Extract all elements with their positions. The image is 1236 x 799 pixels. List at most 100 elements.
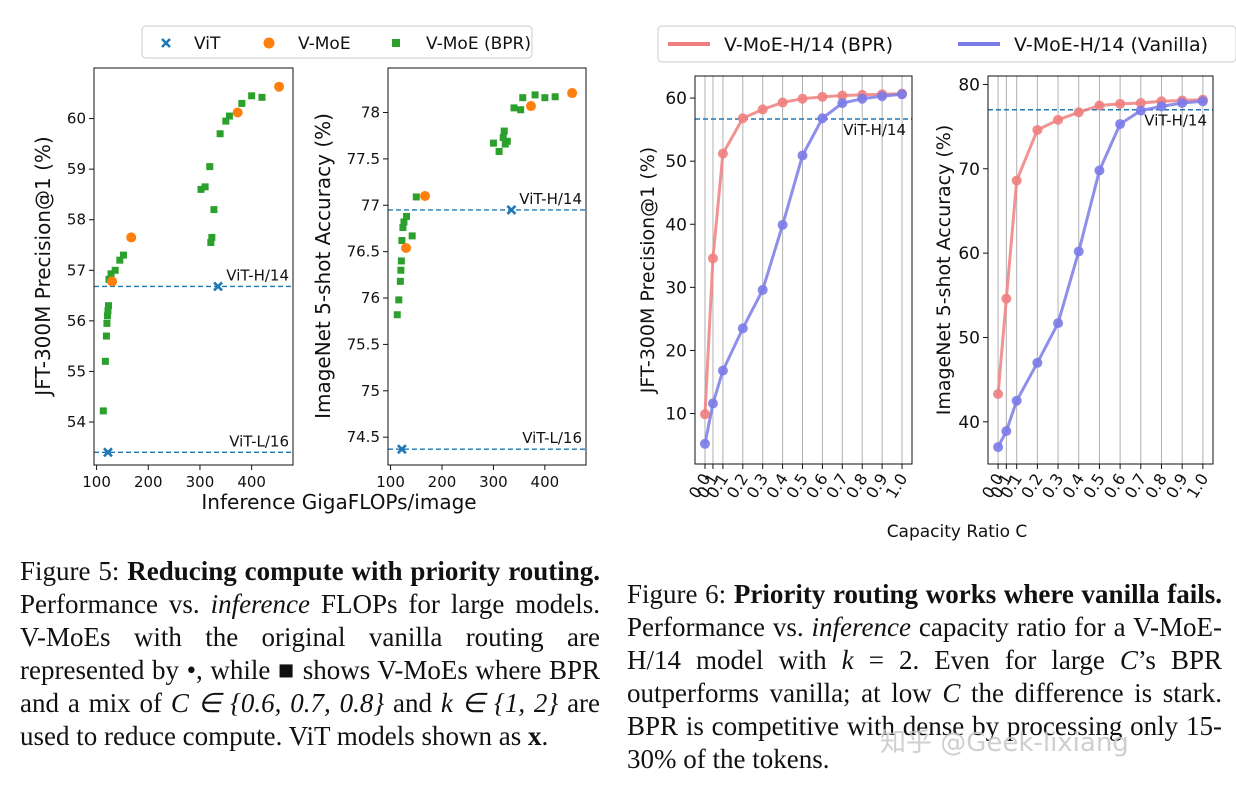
series-line-1 <box>703 92 903 445</box>
y-tick-label-4: 50 <box>665 152 687 172</box>
bpr-point-1 <box>101 357 109 365</box>
series-1-point-4 <box>1053 318 1064 329</box>
fig5-text-2: FLOPs for large models. V-MoEs with the … <box>20 589 600 718</box>
bpr-point-23 <box>258 93 266 101</box>
legend-vanilla-label: V-MoE-H/14 (Vanilla) <box>1014 34 1208 56</box>
y-tick-label-4: 58 <box>67 211 86 229</box>
vmoe-point-2 <box>232 107 243 118</box>
y-tick-label-5: 77 <box>361 196 380 214</box>
series-0-point-0 <box>993 388 1004 399</box>
series-1-point-6 <box>1094 165 1105 176</box>
y-tick-label-3: 57 <box>67 261 86 279</box>
series-0-point-0 <box>699 409 710 420</box>
bpr-point-9 <box>408 232 416 240</box>
bpr-point-7 <box>400 218 408 226</box>
axes-frame <box>387 67 587 466</box>
fig5-italic: inference <box>210 589 311 619</box>
plot-imagenet-flops: ViT-H/14 ViT-L/16 100 200 300 400 74.5 75 75.5 76… <box>311 67 587 491</box>
bpr-point-17 <box>510 104 518 112</box>
vmoe-point-2 <box>525 101 536 112</box>
series-0-point-4 <box>1053 114 1064 125</box>
fig6-text-4: ’s BPR outperforms vanilla; at low <box>627 645 1223 708</box>
bpr-point-11 <box>119 251 127 259</box>
bpr-point-14 <box>206 163 214 171</box>
vmoe-point-1 <box>420 191 431 202</box>
figure-5-caption: Figure 5: Reducing compute with priority… <box>20 555 600 753</box>
figure-canvas: ViT V-MoE V-MoE (BPR) V-MoE-H/14 (BPR) V… <box>31 25 1236 542</box>
fig6-label: Figure 6: <box>627 579 727 609</box>
legend-left: ViT V-MoE V-MoE (BPR) <box>141 25 533 59</box>
bpr-point-22 <box>248 92 256 100</box>
series-1-point-10 <box>877 91 888 102</box>
series-line-0 <box>703 92 903 415</box>
series-0-point-6 <box>1094 100 1105 111</box>
bpr-point-5 <box>104 307 112 315</box>
fig5-text-3: and <box>392 688 432 718</box>
y-tick-label-4: 80 <box>958 75 980 95</box>
series-1-point-7 <box>817 113 828 124</box>
bpr-point-11 <box>489 139 497 147</box>
bpr-point-6 <box>104 302 112 310</box>
legend-vmoe-bpr-marker <box>392 39 400 47</box>
series-1-point-3 <box>1032 357 1043 368</box>
vmoe-point-3 <box>567 88 578 99</box>
bpr-point-20 <box>225 112 233 120</box>
x-tick-label-1: 200 <box>428 473 457 491</box>
series-1-point-5 <box>1073 246 1084 257</box>
x-tick-label-1: 200 <box>134 473 163 491</box>
bpr-point-18 <box>517 106 525 114</box>
bpr-point-2 <box>396 277 404 285</box>
axes-frame <box>93 67 294 466</box>
series-1-point-3 <box>737 323 748 334</box>
legend-right: V-MoE-H/14 (BPR) V-MoE-H/14 (Vanilla) <box>657 25 1236 63</box>
series-0-point-8 <box>1135 97 1146 108</box>
figure-6-caption: Figure 6: Priority routing works where v… <box>627 578 1222 776</box>
fig6-text-3: = 2. Even for large <box>868 645 1105 675</box>
y-tick-label-2: 56 <box>67 312 86 330</box>
x-tick-label-2: 300 <box>186 473 215 491</box>
y-tick-label-3: 40 <box>665 215 687 235</box>
series-1-point-7 <box>1115 119 1126 130</box>
bpr-point-17 <box>210 206 218 214</box>
bpr-point-8 <box>107 270 115 278</box>
y-axis-label: JFT-300M Precision@1 (%) <box>31 136 55 397</box>
series-1-point-4 <box>757 284 768 295</box>
series-0-point-8 <box>837 90 848 101</box>
fig5-bold-x: x <box>528 721 542 751</box>
bpr-point-3 <box>103 319 111 327</box>
legend-vmoe-marker <box>263 37 275 49</box>
bpr-point-13 <box>499 134 507 142</box>
series-1-point-10 <box>1177 97 1188 108</box>
bpr-point-1 <box>395 296 403 304</box>
bpr-point-3 <box>397 266 405 274</box>
bpr-point-16 <box>208 233 216 241</box>
bpr-point-12 <box>197 185 205 193</box>
bpr-point-22 <box>551 93 559 101</box>
series-0-point-1 <box>1001 293 1012 304</box>
bpr-point-18 <box>216 130 224 138</box>
x-tick-label-0: 100 <box>376 473 405 491</box>
series-0-point-5 <box>1073 107 1084 118</box>
y-axis-label: ImageNet 5-shot Accuracy (%) <box>311 113 335 419</box>
fig6-math-k: k <box>841 645 854 675</box>
series-0-point-7 <box>1115 98 1126 109</box>
y-tick-label-1: 50 <box>958 328 980 348</box>
bpr-point-10 <box>412 193 420 201</box>
bpr-point-4 <box>103 312 111 320</box>
bpr-point-0 <box>99 407 107 415</box>
vmoe-point-3 <box>274 81 285 92</box>
bpr-point-15 <box>207 238 215 246</box>
fig6-math-c1: C <box>1119 645 1138 675</box>
x-tick-label-2: 300 <box>479 473 508 491</box>
series-0-point-7 <box>817 91 828 102</box>
y-tick-label-3: 76 <box>361 289 380 307</box>
x-tick-label-0: 100 <box>82 473 111 491</box>
series-0-point-2 <box>717 148 728 159</box>
x-tick-label-3: 400 <box>237 473 266 491</box>
ref-line-label-1: ViT-L/16 <box>229 432 289 450</box>
series-1-point-1 <box>707 398 718 409</box>
series-1-point-8 <box>837 98 848 109</box>
fig6-text-1: Performance vs. <box>627 612 804 642</box>
fig5-text-5: . <box>541 721 549 751</box>
y-axis-label: ImageNet 5-shot Accuracy (%) <box>933 125 955 416</box>
